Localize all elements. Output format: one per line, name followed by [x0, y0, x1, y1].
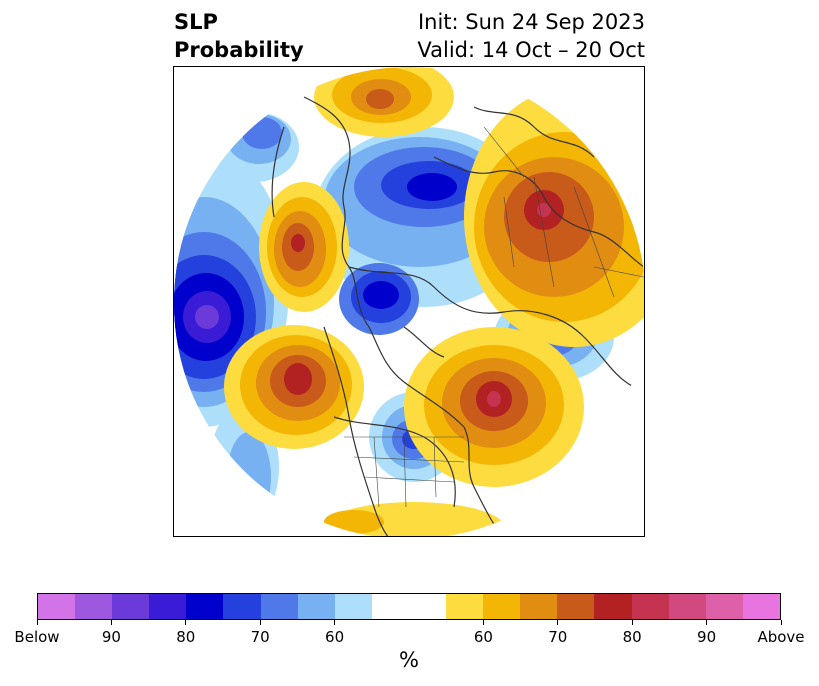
colorbar — [37, 593, 781, 620]
colorbar-tick — [557, 620, 559, 625]
product-label: Probability — [174, 38, 304, 62]
colorbar-tick-label: Below — [14, 628, 60, 646]
subtropic-high-core — [324, 510, 384, 534]
colorbar-swatch — [742, 594, 780, 619]
colorbar-tick-label: 60 — [325, 628, 345, 646]
colorbar-swatch — [631, 594, 669, 619]
colorbar-swatch — [149, 594, 187, 619]
valid-range: Valid: 14 Oct – 20 Oct — [417, 38, 645, 62]
colorbar-tick-label: 80 — [176, 628, 196, 646]
colorbar-swatch — [705, 594, 743, 619]
borders — [344, 126, 644, 508]
colorbar-tick — [334, 620, 336, 625]
aleutian-high-anomaly — [259, 182, 349, 312]
colorbar-tick — [706, 620, 708, 625]
colorbar-swatch — [446, 594, 484, 619]
map-canvas — [174, 67, 644, 536]
colorbar-swatch — [483, 594, 521, 619]
colorbar-tick-label: 60 — [473, 628, 493, 646]
init-date: Init: Sun 24 Sep 2023 — [417, 10, 645, 34]
colorbar-swatch — [520, 594, 558, 619]
colorbar-swatch — [334, 594, 372, 619]
colorbar-swatch — [557, 594, 595, 619]
colorbar-tick — [482, 620, 484, 625]
colorbar-tick-label: 70 — [250, 628, 270, 646]
bering-low-anomaly — [209, 112, 299, 182]
colorbar-swatch — [297, 594, 335, 619]
probability-map — [173, 66, 645, 537]
colorbar-swatch — [112, 594, 150, 619]
chart-title: SLP Probability — [174, 8, 304, 64]
colorbar-swatch — [38, 594, 76, 619]
colorbar-swatch — [594, 594, 632, 619]
colorbar-tick-label: 70 — [548, 628, 568, 646]
canadian-arctic-low — [339, 263, 419, 335]
colorbar-swatch — [371, 594, 409, 619]
hemisphere-field — [174, 67, 644, 536]
colorbar-tick-label: Above — [757, 628, 805, 646]
colorbar-tick — [259, 620, 261, 625]
colorbar-swatch — [260, 594, 298, 619]
colorbar-swatch — [223, 594, 261, 619]
variable-label: SLP — [174, 10, 218, 34]
colorbar-tick — [780, 620, 782, 625]
colorbar-swatch — [75, 594, 113, 619]
colorbar-tick — [110, 620, 112, 625]
colorbar-swatch — [186, 594, 224, 619]
colorbar-tick — [631, 620, 633, 625]
colorbar-unit: % — [399, 648, 419, 672]
colorbar-tick — [185, 620, 187, 625]
ne-pacific-high — [224, 325, 364, 449]
colorbar-tick — [36, 620, 38, 625]
polar-high-anomaly — [314, 67, 454, 137]
colorbar-swatch — [408, 594, 447, 619]
colorbar-tick-label: 80 — [622, 628, 642, 646]
colorbar-swatch — [668, 594, 706, 619]
date-info: Init: Sun 24 Sep 2023 Valid: 14 Oct – 20… — [417, 8, 645, 64]
north-atlantic-high — [404, 327, 584, 487]
colorbar-tick-label: 90 — [697, 628, 717, 646]
colorbar-tick-label: 90 — [101, 628, 121, 646]
